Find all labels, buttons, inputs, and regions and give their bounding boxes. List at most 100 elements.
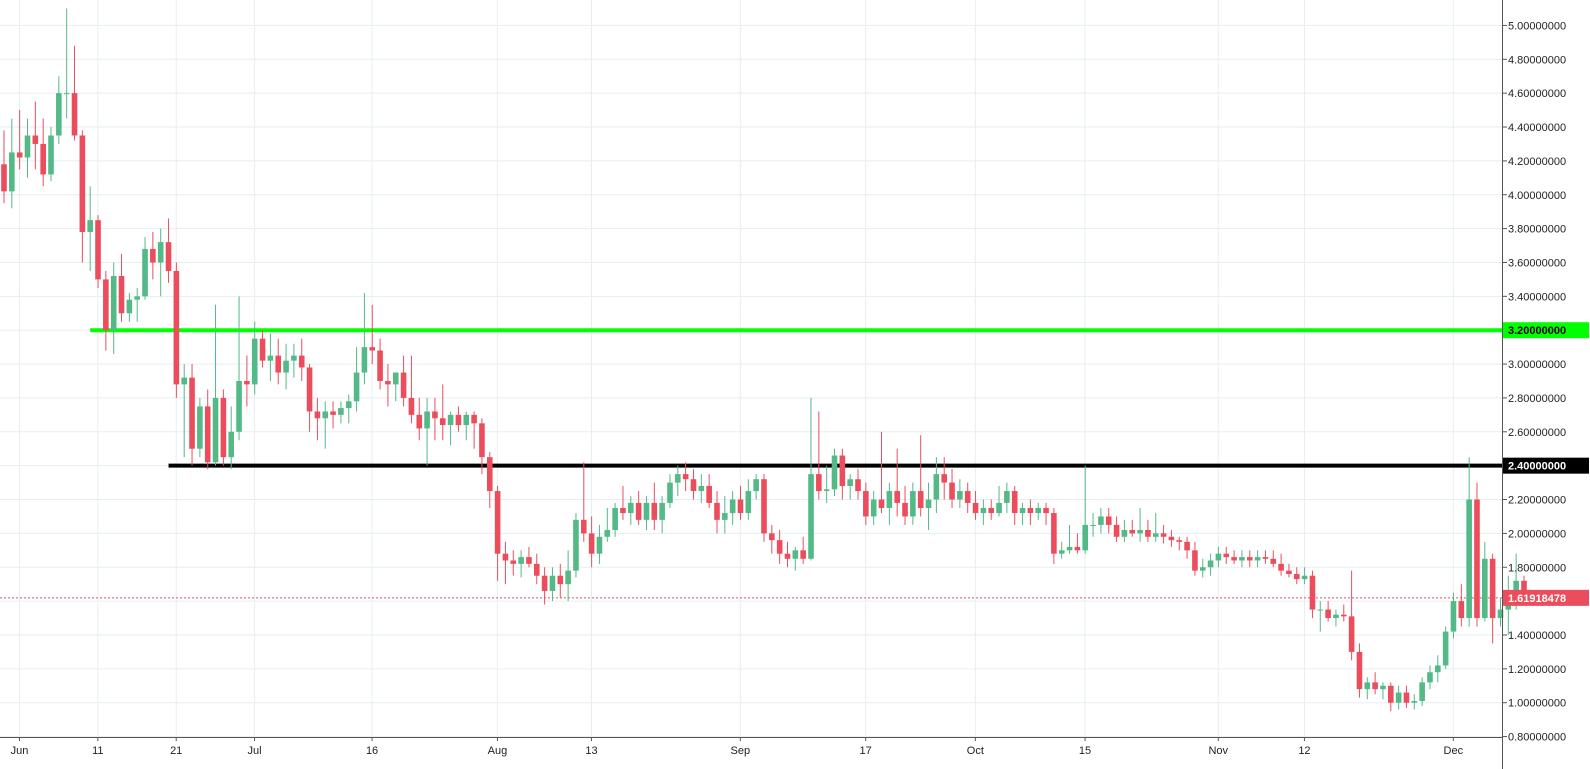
candle-up (1121, 519, 1128, 542)
candle-body (1121, 530, 1128, 537)
candle-down (1309, 570, 1316, 619)
candle-down (878, 431, 885, 514)
candle-body (110, 276, 117, 331)
candle-body (1278, 563, 1284, 571)
candle-down (839, 448, 846, 500)
candle-down (533, 553, 540, 585)
candle-body (150, 248, 156, 263)
candle-body (1301, 575, 1308, 580)
candle-body (486, 457, 493, 492)
candle-up (1411, 694, 1418, 710)
candle-body (9, 152, 15, 192)
candle-up (353, 347, 360, 412)
candle-down (1, 130, 7, 204)
candle-down (173, 262, 180, 398)
y-axis-labels: 5.00000000 4.80000000 4.60000000 4.40000000… (1508, 20, 1566, 743)
candle-up (1466, 457, 1472, 627)
candle-body (533, 563, 540, 576)
y-tick-label: 3.00000000 (1508, 359, 1566, 371)
candle-down (204, 389, 211, 470)
candle-up (463, 411, 470, 441)
candle-body (1435, 665, 1441, 673)
candle-down (863, 482, 869, 525)
candles (1, 8, 1527, 712)
candle-down (510, 550, 517, 576)
candle-body (1027, 507, 1034, 514)
candle-up (1395, 685, 1402, 710)
candle-up (1482, 541, 1488, 622)
candle-body (1129, 530, 1136, 534)
candle-up (1082, 465, 1089, 554)
candle-down (71, 45, 78, 141)
x-tick-label: 16 (366, 745, 378, 757)
candle-body (682, 474, 689, 480)
x-tick-label: 21 (170, 745, 182, 757)
candle-body (510, 560, 517, 564)
current-price-tag: 1.61918478 (1503, 589, 1589, 606)
candle-body (1192, 550, 1198, 571)
candle-up (925, 482, 932, 530)
candle-body (792, 550, 799, 559)
candle-body (1011, 491, 1018, 514)
candle-down (471, 411, 477, 449)
candle-up (1254, 550, 1261, 568)
candle-body (1348, 616, 1355, 652)
horizontal-levels (0, 328, 1502, 599)
candle-body (1098, 516, 1104, 525)
candle-body (1239, 557, 1245, 561)
candle-body (1152, 533, 1159, 537)
candle-up (722, 496, 728, 534)
candle-body (40, 143, 46, 175)
y-tick-label: 4.40000000 (1508, 122, 1566, 134)
candle-up (181, 364, 188, 458)
candle-body (565, 570, 571, 585)
candle-body (291, 355, 297, 361)
candle-body (604, 530, 611, 537)
candle-down (1176, 536, 1183, 551)
candle-body (142, 248, 148, 297)
candle-body (48, 135, 54, 175)
candle-down (79, 130, 86, 263)
candle-up (753, 474, 759, 500)
candle-up (996, 485, 1002, 517)
current-price-tag-bg (1503, 589, 1589, 606)
candle-body (220, 397, 227, 458)
candle-body (118, 276, 125, 314)
y-tick-label: 5.00000000 (1508, 20, 1566, 32)
candle-body (416, 414, 423, 429)
candle-down (580, 462, 587, 542)
candle-down (306, 364, 313, 432)
candle-up (56, 76, 62, 144)
candle-body (1364, 682, 1371, 690)
price-tags: 3.20000000 2.40000000 1.61918478 (1503, 322, 1589, 606)
candle-body (823, 489, 830, 492)
candle-body (479, 423, 485, 458)
candle-up (643, 496, 650, 530)
candle-body (16, 152, 23, 158)
candle-body (1497, 609, 1504, 619)
candle-up (675, 465, 681, 497)
candle-body (1051, 513, 1057, 554)
candle-up (228, 406, 235, 470)
candle-up (1364, 677, 1371, 700)
x-tick-label: Jun (11, 745, 29, 757)
candle-down (855, 469, 861, 500)
candle-body (878, 499, 885, 508)
candle-up (870, 491, 877, 525)
candle-body (95, 220, 101, 280)
candle-body (659, 502, 665, 520)
candle-down (259, 330, 266, 368)
candle-body (400, 372, 407, 398)
candle-body (863, 491, 869, 517)
candle-body (831, 455, 838, 490)
candle-down (165, 218, 172, 283)
candle-down (1223, 546, 1230, 564)
candle-down (1231, 550, 1237, 564)
candle-up (1427, 665, 1433, 690)
candle-body (189, 377, 195, 449)
y-tick-label: 4.20000000 (1508, 156, 1566, 168)
candle-body (675, 474, 681, 483)
candle-down (1192, 541, 1198, 576)
candle-up (87, 186, 93, 271)
